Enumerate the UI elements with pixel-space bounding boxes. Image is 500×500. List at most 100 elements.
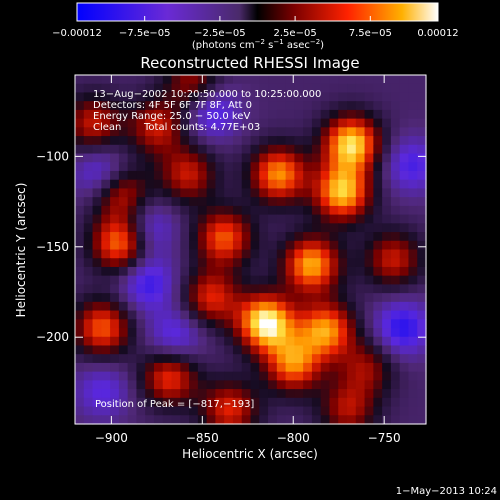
heatmap-cell [153,162,164,172]
heatmap-cell [338,266,348,277]
heatmap-cell [417,406,427,416]
heatmap-cell [224,301,234,312]
heatmap-cell [224,109,234,120]
heatmap-cell [329,118,339,128]
heatmap-cell [118,101,129,111]
heatmap-cell [408,249,418,259]
heatmap-cell [224,83,234,94]
heatmap-cell [118,328,129,338]
heatmap-cell [311,389,322,399]
heatmap-cell [276,136,287,146]
heatmap-cell [373,249,383,259]
heatmap-cell [259,328,269,338]
heatmap-cell [118,275,129,285]
heatmap-cell [373,197,383,207]
heatmap-cell [399,153,410,163]
heatmap-cell [101,136,111,146]
heatmap-cell [75,345,85,355]
heatmap-cell [338,362,348,373]
heatmap-cell [224,197,234,207]
heatmap-cell [303,109,313,120]
heatmap-cell [276,362,287,373]
heatmap-cell [110,118,120,128]
heatmap-cell [162,109,173,120]
heatmap-cell [417,345,427,355]
heatmap-cell [311,144,322,155]
heatmap-cell [224,179,234,190]
heatmap-cell [224,144,234,155]
heatmap-cell [276,92,287,102]
heatmap-cell [145,136,155,146]
heatmap-cell [250,127,260,137]
heatmap-cell [145,266,155,277]
heatmap-cell [101,415,111,425]
heatmap-cell [311,109,322,120]
heatmap-cell [268,249,278,259]
heatmap-cell [338,214,348,224]
heatmap-cell [364,232,374,242]
heatmap-cell [110,249,120,259]
heatmap-cell [197,345,208,355]
heatmap-cell [311,179,322,190]
heatmap-cell [250,179,260,190]
heatmap-cell [382,371,392,381]
heatmap-cell [215,397,225,408]
heatmap-cell [110,153,120,163]
heatmap-cell [145,75,155,85]
heatmap-cell [294,240,304,251]
heatmap-cell [285,118,295,128]
heatmap-cell [75,293,85,303]
heatmap-cell [145,415,155,425]
heatmap-cell [268,371,278,381]
heatmap-cell [241,118,252,128]
axis-ticks: −900 −850 −800 −750−100−150−200 [36,75,426,445]
heatmap-cell [338,319,348,329]
heatmap-cell [215,153,225,163]
heatmap-cell [118,362,129,373]
heatmap-cell [303,179,313,190]
heatmap-cell [92,101,102,111]
heatmap-cell [83,118,94,128]
heatmap-cell [101,293,111,303]
heatmap-cell [180,127,190,137]
heatmap-cell [206,232,217,242]
heatmap-cell [268,284,278,294]
heatmap-cell [268,345,278,355]
heatmap-cell [197,406,208,416]
heatmap-cell [408,345,418,355]
heatmap-cell [399,118,410,128]
heatmap-cell [364,371,374,381]
heatmap-cell [118,136,129,146]
heatmap-cell [399,179,410,190]
heatmap-cell [206,153,217,163]
heatmap-cell [268,205,278,216]
heatmap-cell [215,83,225,94]
heatmap-cell [417,92,427,102]
heatmap-cell [382,188,392,198]
heatmap-cell [303,75,313,85]
heatmap-cell [92,205,102,216]
heatmap-cell [180,293,190,303]
heatmap-cell [110,371,120,381]
heatmap-cell [232,75,243,85]
heatmap-cell [329,284,339,294]
heatmap-cell [101,92,111,102]
heatmap-cell [171,75,181,85]
heatmap-cell [355,345,366,355]
heatmap-cell [189,406,199,416]
heatmap-cell [180,371,190,381]
heatmap-cell [338,101,348,111]
heatmap-cell [259,232,269,242]
heatmap-cell [241,179,252,190]
heatmap-cell [153,258,164,268]
heatmap-cell [224,205,234,216]
heatmap-cell [83,319,94,329]
heatmap-cell [110,336,120,347]
heatmap-cell [399,380,410,390]
heatmap-cell [145,197,155,207]
heatmap-cell [171,362,181,373]
heatmap-cell [268,293,278,303]
heatmap-cell [180,205,190,216]
heatmap-cell [329,109,339,120]
heatmap-cell [303,362,313,373]
